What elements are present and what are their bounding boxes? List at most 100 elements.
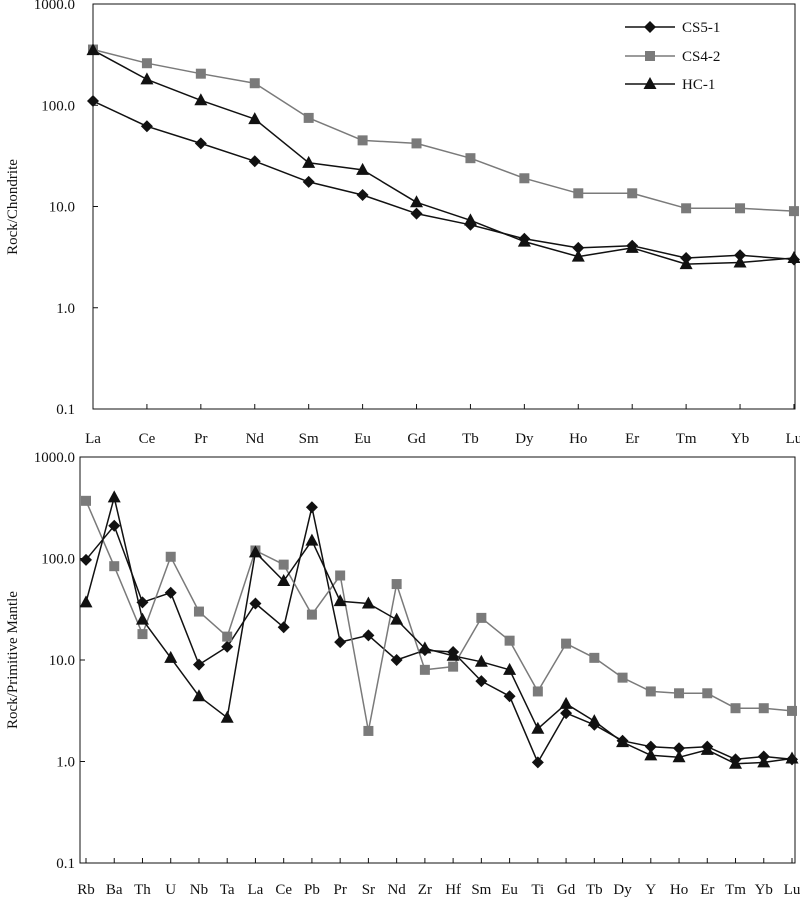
data-point-cs4-2-ta (222, 631, 233, 642)
data-point-hc-1-rb (79, 595, 93, 608)
data-point-cs4-2-tm (681, 203, 692, 214)
x-tick-label-eu: Eu (501, 882, 518, 898)
data-point-hc-1-ho (672, 750, 686, 763)
data-point-cs4-2-eu (504, 635, 515, 646)
data-point-cs4-2-rb (81, 495, 91, 506)
data-point-hc-1-gd (559, 696, 573, 709)
data-point-hc-1-dy (616, 735, 630, 748)
data-point-cs4-2-pb (306, 609, 317, 620)
data-point-cs4-2-yb (735, 203, 746, 214)
data-point-hc-1-ti (531, 721, 545, 734)
y-tick-label: 100.0 (41, 98, 75, 114)
series-hc-1 (79, 490, 799, 769)
data-point-cs5-1-y (644, 740, 657, 753)
data-point-cs4-2-pr (195, 68, 206, 79)
x-tick-label-sm: Sm (471, 882, 491, 898)
data-point-cs4-2-er (627, 188, 638, 199)
data-point-hc-1-er (700, 742, 714, 755)
data-point-cs5-1-la (87, 95, 99, 108)
series-cs4-2 (88, 44, 799, 217)
data-point-cs5-1-sm (475, 675, 488, 688)
data-point-cs5-1-ti (531, 756, 544, 769)
legend: CS5-1 CS4-2 HC-1 (625, 20, 720, 93)
x-tick-label-la: La (248, 882, 264, 898)
data-point-cs4-2-ce (278, 559, 289, 570)
data-point-hc-1-nb (192, 689, 206, 702)
legend-label-cs4-2: CS4-2 (682, 49, 720, 65)
data-point-cs4-2-gd (411, 138, 422, 149)
y-axis-title: Rock/Primitive Mantle (5, 591, 21, 729)
x-tick-label-nb: Nb (190, 882, 208, 898)
legend-label-cs5-1: CS5-1 (682, 20, 720, 36)
legend-label-hc-1: HC-1 (682, 77, 715, 93)
data-point-hc-1-th (135, 612, 149, 625)
data-point-cs4-2-tb (589, 652, 600, 663)
data-point-cs4-2-er (702, 688, 713, 699)
x-tick-label-dy: Dy (515, 431, 534, 447)
data-point-hc-1-nd (248, 112, 262, 125)
data-point-cs4-2-u (165, 551, 176, 562)
data-point-hc-1-pb (305, 533, 319, 546)
data-point-cs4-2-ce (141, 58, 152, 69)
data-point-cs4-2-y (645, 686, 656, 697)
x-tick-label-tb: Tb (586, 882, 603, 898)
y-tick-label: 0.1 (56, 402, 75, 418)
x-tick-label-nd: Nd (246, 431, 265, 447)
data-point-hc-1-la (86, 43, 100, 56)
data-point-cs5-1-ta (221, 640, 234, 653)
data-point-hc-1-er (625, 240, 639, 253)
x-tick-label-u: U (165, 882, 176, 898)
data-point-cs5-1-nb (192, 658, 205, 671)
data-point-cs4-2-tm (730, 703, 741, 714)
x-tick-label-la: La (85, 431, 101, 447)
data-point-hc-1-tm (679, 257, 693, 270)
data-point-hc-1-u (164, 650, 178, 663)
data-point-hc-1-eu (503, 662, 517, 675)
y-tick-label: 1.0 (56, 301, 75, 317)
data-point-hc-1-dy (517, 234, 531, 247)
data-point-cs5-1-nd (390, 654, 403, 666)
legend-marker-cs4-2 (645, 51, 655, 61)
data-point-cs5-1-la (249, 597, 262, 610)
x-tick-label-ho: Ho (569, 431, 587, 447)
data-point-cs5-1-sm (302, 175, 315, 188)
x-axis-ticks: La Ce Pr Nd Sm Eu Gd Tb Dy Ho Er Tm Yb Lu (85, 404, 800, 447)
x-tick-label-sm: Sm (299, 431, 319, 447)
x-tick-label-yb: Yb (731, 431, 749, 447)
data-point-cs4-2-yb (758, 703, 769, 714)
data-point-cs4-2-ho (573, 188, 584, 199)
data-point-cs4-2-tb (465, 153, 476, 164)
data-point-hc-1-zr (418, 641, 432, 654)
series-group (86, 43, 800, 270)
data-point-cs4-2-sm (303, 112, 314, 123)
data-point-hc-1-yb (757, 755, 771, 768)
data-point-cs5-1-ho (572, 241, 585, 254)
data-point-cs4-2-ba (109, 561, 120, 572)
x-tick-label-tb: Tb (462, 431, 479, 447)
x-axis-ticks: Rb Ba Th U Nb Ta La Ce Pb Pr Sr Nd Zr Hf Sm Eu Ti Gd Tb Dy Y… (77, 858, 800, 898)
x-tick-label-yb: Yb (755, 882, 773, 898)
x-tick-label-gd: Gd (407, 431, 426, 447)
x-tick-label-nd: Nd (387, 882, 406, 898)
y-axis-title: Rock/Chondrite (5, 159, 21, 255)
data-point-hc-1-sm (302, 155, 316, 168)
x-tick-label-y: Y (645, 882, 656, 898)
series-line-cs4-2 (92, 48, 795, 212)
x-tick-label-ta: Ta (220, 882, 235, 898)
series-line-hc-1 (92, 49, 795, 265)
data-point-cs4-2-lu (788, 206, 799, 217)
x-tick-label-lu: Lu (786, 431, 800, 447)
x-tick-label-ti: Ti (531, 882, 544, 898)
x-tick-label-ce: Ce (139, 431, 156, 447)
data-point-hc-1-tm (729, 756, 743, 769)
data-point-hc-1-yb (733, 255, 747, 268)
legend-marker-hc-1 (643, 77, 657, 89)
data-point-hc-1-lu (787, 251, 800, 263)
data-point-cs5-1-eu (503, 690, 516, 703)
x-tick-label-eu: Eu (354, 431, 371, 447)
data-point-cs4-2-nb (193, 606, 204, 617)
x-tick-label-dy: Dy (613, 882, 632, 898)
data-point-cs4-2-eu (357, 135, 368, 146)
